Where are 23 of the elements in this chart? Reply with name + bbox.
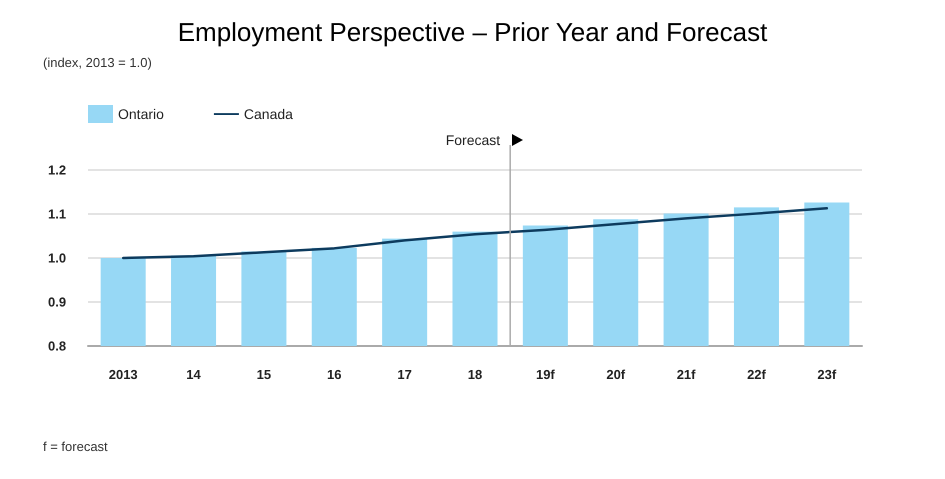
y-tick-label: 1.0 bbox=[48, 250, 66, 266]
x-tick-label: 22f bbox=[747, 367, 767, 382]
legend-label: Canada bbox=[244, 106, 294, 122]
x-tick-label: 2013 bbox=[108, 367, 138, 382]
text: f = forecast bbox=[43, 439, 108, 454]
x-tick-label: 23f bbox=[817, 367, 837, 382]
x-tick-label: 19f bbox=[536, 367, 556, 382]
x-tick-label: 18 bbox=[468, 367, 482, 382]
x-tick-label: 15 bbox=[256, 367, 272, 382]
x-tick-label: 17 bbox=[397, 367, 412, 382]
y-tick-label: 1.1 bbox=[48, 206, 66, 222]
y-tick-label: 0.9 bbox=[48, 294, 66, 310]
x-tick-label: 16 bbox=[327, 367, 342, 382]
y-tick-label: 1.2 bbox=[48, 162, 66, 178]
legend-label: Ontario bbox=[118, 106, 164, 122]
x-tick-label: 14 bbox=[186, 367, 202, 382]
ref-line-label: Forecast bbox=[446, 132, 500, 148]
x-tick-label: 20f bbox=[606, 367, 626, 382]
line-series bbox=[122, 207, 828, 260]
chart-title: Employment Perspective – Prior Year and Forecast bbox=[178, 17, 768, 47]
text: (index, 2013 = 1.0) bbox=[43, 55, 152, 70]
y-tick-label: 0.8 bbox=[48, 338, 66, 354]
x-tick-label: 21f bbox=[676, 367, 696, 382]
